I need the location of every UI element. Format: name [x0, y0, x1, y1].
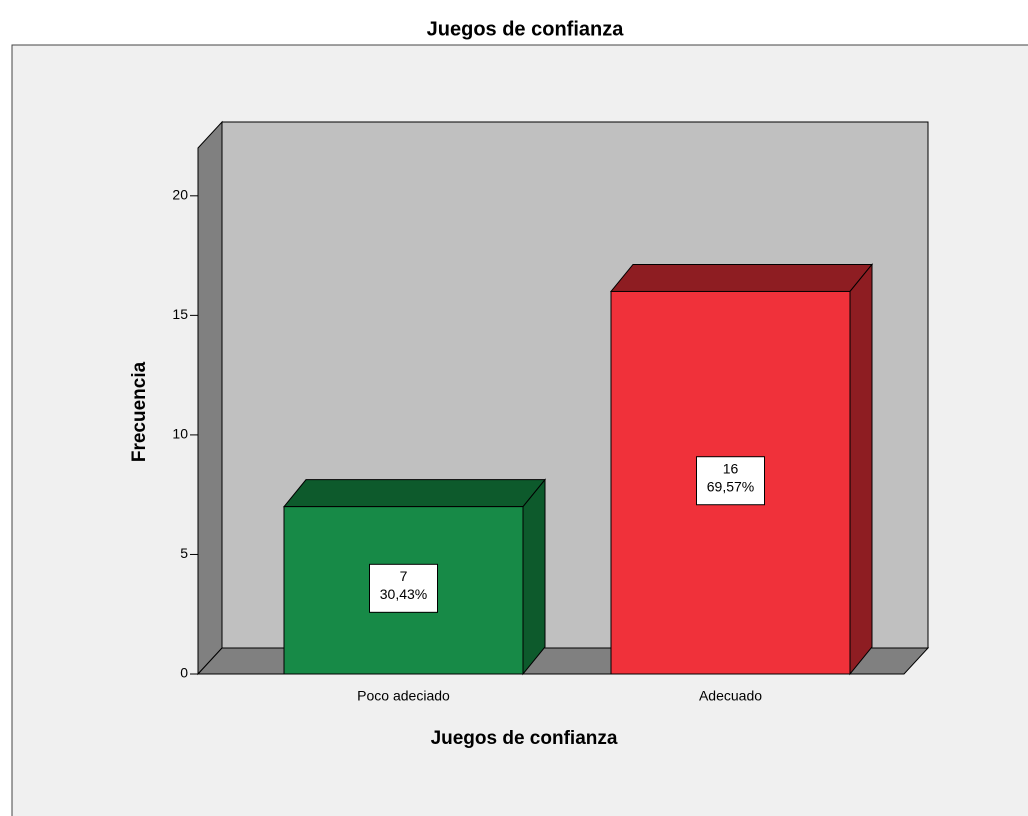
- x-tick-label: Poco adeciado: [357, 688, 450, 704]
- data-label-box: [696, 456, 765, 506]
- percent-label: 69,57%: [707, 478, 754, 494]
- bar-top: [609, 263, 874, 292]
- chart-title: Juegos de confianza: [427, 18, 625, 40]
- x-tick-label: Adecuado: [699, 688, 762, 704]
- y-tick-label: 10: [172, 426, 188, 442]
- y-tick-label: 15: [172, 306, 188, 322]
- data-label-box: [369, 563, 438, 613]
- percent-label: 30,43%: [380, 586, 427, 602]
- side-wall: [197, 120, 223, 676]
- y-tick-label: 5: [180, 545, 188, 561]
- y-tick-label: 0: [180, 665, 188, 681]
- y-axis-label: Frecuencia: [129, 361, 150, 462]
- x-axis-label: Juegos de confianza: [431, 728, 618, 749]
- data-label: 16: [723, 460, 739, 476]
- bar-side: [522, 478, 546, 676]
- bar-top: [282, 479, 547, 508]
- bar-side: [849, 263, 873, 676]
- y-tick-label: 20: [172, 187, 188, 203]
- data-label: 7: [400, 568, 408, 584]
